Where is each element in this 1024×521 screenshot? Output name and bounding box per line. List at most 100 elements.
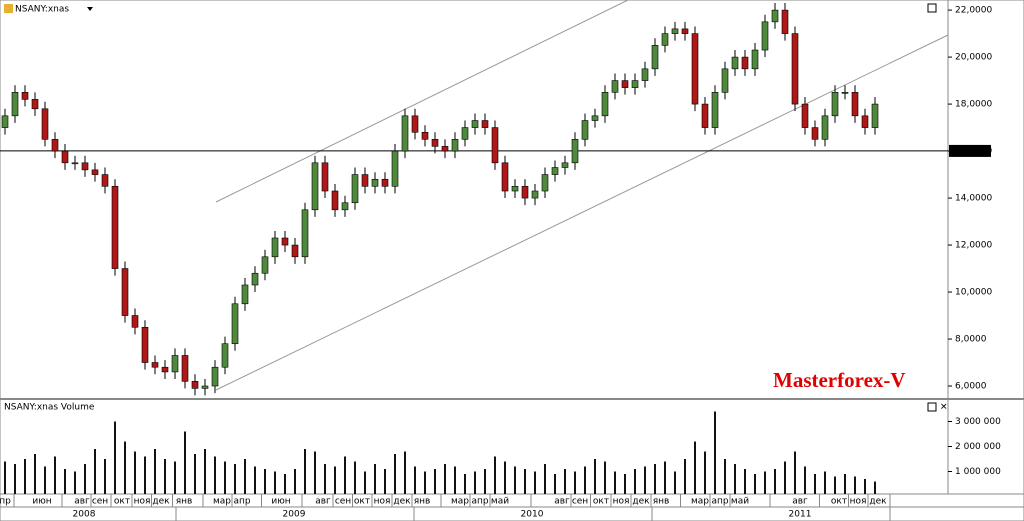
volume-bar — [4, 461, 6, 494]
y-tick-label: 3 000 000 — [955, 417, 1001, 427]
volume-bar — [434, 469, 436, 494]
volume-bar — [84, 464, 86, 494]
candle-body — [781, 9, 789, 34]
month-label: дек — [393, 497, 411, 507]
price-label: 16,0063 — [953, 146, 990, 156]
volume-bar — [524, 469, 526, 494]
candle-body — [681, 28, 689, 34]
volume-bar — [774, 469, 776, 494]
candle-body — [641, 68, 649, 81]
candle-body — [581, 120, 589, 140]
volume-title: NSANY:xnas Volume — [4, 403, 95, 413]
volume-bar — [154, 449, 156, 494]
candle-body — [421, 131, 429, 140]
volume-bar — [204, 449, 206, 494]
candle-body — [691, 33, 699, 105]
volume-bar — [124, 441, 126, 494]
candle-body — [801, 103, 809, 128]
volume-bar — [144, 456, 146, 494]
maximize-button[interactable] — [927, 402, 937, 412]
volume-bar — [594, 459, 596, 494]
volume-bar — [464, 474, 466, 494]
symbol-icon[interactable] — [4, 4, 13, 13]
volume-bar — [54, 456, 56, 494]
candle-body — [761, 21, 769, 51]
candle-body — [251, 272, 259, 286]
channel-upper — [215, 0, 629, 203]
volume-bar — [214, 456, 216, 494]
candle-body — [451, 139, 459, 152]
volume-bar — [634, 469, 636, 494]
month-label: мар — [451, 497, 469, 507]
candle-body — [131, 315, 139, 328]
month-label: янв — [176, 497, 193, 507]
maximize-button[interactable] — [927, 3, 937, 13]
candle-body — [821, 115, 829, 140]
volume-bar — [324, 464, 326, 494]
volume-bar — [764, 471, 766, 494]
volume-bar — [244, 459, 246, 494]
close-button[interactable]: ✕ — [940, 403, 948, 413]
volume-bar — [624, 474, 626, 494]
candle-body — [181, 355, 189, 382]
month-label: ноя — [613, 497, 630, 507]
candle-body — [461, 127, 469, 140]
candle-body — [611, 80, 619, 93]
candle-body — [661, 33, 669, 46]
candle-body — [731, 56, 739, 70]
candle-body — [571, 139, 579, 164]
candle-body — [751, 49, 759, 70]
candle-body — [861, 115, 869, 128]
volume-bar — [534, 471, 536, 494]
candle-body — [171, 355, 179, 373]
volume-bar — [264, 469, 266, 494]
candle-body — [811, 127, 819, 140]
volume-bar — [224, 461, 226, 494]
candle-body — [351, 174, 359, 204]
candle-body — [431, 139, 439, 147]
candle-body — [541, 174, 549, 192]
month-label: дек — [632, 497, 650, 507]
volume-bar — [444, 464, 446, 494]
candle-body — [671, 28, 679, 34]
volume-bar — [44, 466, 46, 494]
volume-bar — [174, 461, 176, 494]
volume-bar — [704, 451, 706, 494]
month-label: апр — [471, 497, 488, 507]
chart-title[interactable]: NSANY:xnas — [15, 5, 69, 15]
volume-bar — [824, 471, 826, 494]
y-tick-label: 2 000 000 — [955, 442, 1001, 452]
watermark: Masterforex-V — [773, 368, 906, 392]
volume-bar — [554, 474, 556, 494]
candle-body — [121, 268, 129, 316]
candle-body — [481, 120, 489, 128]
candle-body — [771, 9, 779, 23]
volume-bar — [424, 471, 426, 494]
volume-bar — [194, 454, 196, 494]
month-label: дек — [152, 497, 170, 507]
volume-bar — [234, 464, 236, 494]
volume-bar — [784, 461, 786, 494]
dropdown-arrow[interactable] — [87, 7, 93, 11]
volume-bar — [714, 411, 716, 494]
candle-body — [61, 150, 69, 164]
candle-body — [331, 190, 339, 211]
volume-bar — [814, 474, 816, 494]
volume-bar — [14, 464, 16, 494]
month-label: дек — [869, 497, 887, 507]
volume-bar — [134, 451, 136, 494]
month-label: мар — [213, 497, 231, 507]
month-label: авг — [554, 497, 570, 507]
candle-body — [151, 362, 159, 368]
volume-bar — [404, 451, 406, 494]
candle-body — [361, 174, 369, 187]
candle-body — [191, 381, 199, 389]
month-label: авг — [74, 497, 90, 507]
volume-bar — [364, 471, 366, 494]
candle-body — [301, 209, 309, 258]
year-label: 2009 — [283, 510, 306, 520]
candle-body — [371, 178, 379, 187]
y-tick-label: 10,0000 — [955, 288, 992, 298]
volume-bar — [454, 466, 456, 494]
candle-body — [721, 68, 729, 93]
